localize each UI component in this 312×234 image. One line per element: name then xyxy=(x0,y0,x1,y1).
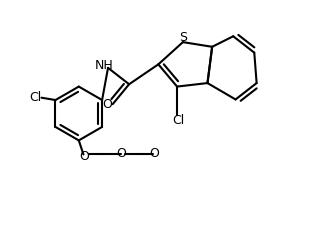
Text: O: O xyxy=(116,147,126,160)
Text: O: O xyxy=(149,147,159,160)
Text: Cl: Cl xyxy=(172,114,184,127)
Text: Cl: Cl xyxy=(29,91,42,104)
Text: O: O xyxy=(102,98,112,111)
Text: NH: NH xyxy=(95,59,114,72)
Text: O: O xyxy=(80,150,90,163)
Text: S: S xyxy=(179,31,187,44)
